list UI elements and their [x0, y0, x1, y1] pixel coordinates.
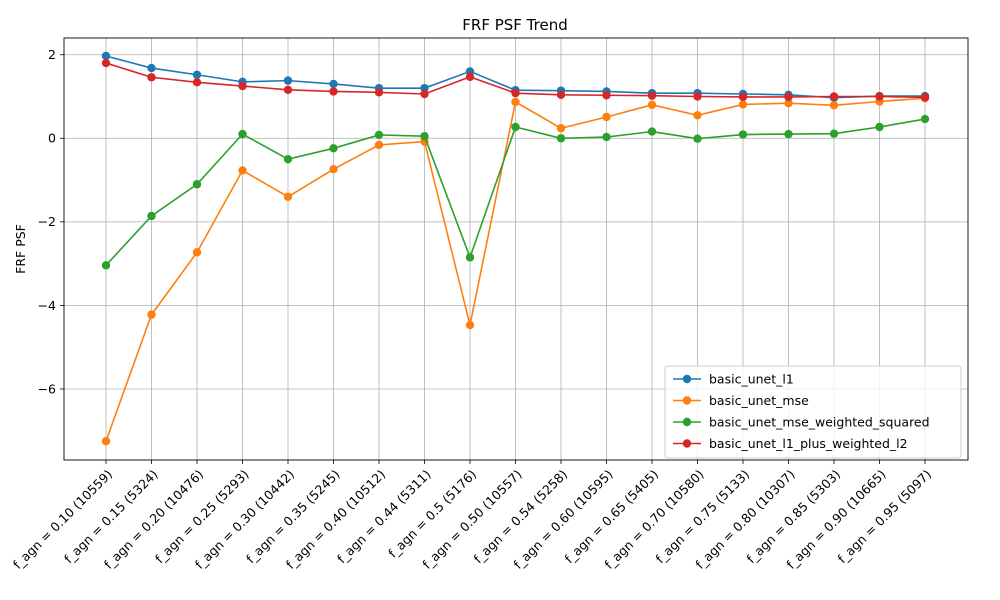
series-basic_unet_mse_weighted_squared	[101, 114, 930, 270]
series-basic_unet_mse	[101, 93, 930, 446]
data-point	[465, 253, 475, 262]
data-point	[511, 97, 520, 107]
y-axis: 2 0 −2 −4 −6	[38, 47, 64, 396]
data-point	[192, 248, 202, 257]
data-point	[329, 144, 338, 153]
data-point	[101, 436, 111, 446]
chart-title: FRF PSF Trend	[462, 16, 567, 34]
series-layer	[101, 51, 930, 446]
legend-label: basic_unet_l1_plus_weighted_l2	[709, 436, 908, 451]
data-point	[875, 92, 884, 101]
data-point	[829, 129, 839, 138]
data-point	[693, 92, 702, 101]
y-tick-label: −4	[38, 298, 56, 313]
legend-swatch-marker	[682, 439, 692, 448]
y-tick-label: −6	[38, 381, 56, 396]
data-point	[784, 129, 793, 139]
data-point	[329, 164, 338, 174]
data-point	[647, 100, 657, 110]
legend-swatch-marker	[682, 417, 692, 427]
data-point	[920, 114, 930, 124]
data-point	[784, 98, 793, 108]
data-point	[511, 88, 520, 98]
legend-label: basic_unet_l1	[709, 371, 794, 386]
y-tick-label: 2	[48, 47, 56, 62]
data-point	[602, 91, 611, 100]
data-point	[283, 85, 293, 95]
legend-label: basic_unet_mse_weighted_squared	[709, 414, 930, 429]
data-point	[602, 132, 611, 142]
data-point	[147, 211, 156, 221]
y-tick-label: −2	[38, 214, 56, 229]
legend-item: basic_unet_l1	[673, 371, 794, 386]
data-point	[420, 89, 429, 99]
legend-swatch-marker	[682, 396, 692, 405]
data-point	[465, 72, 475, 82]
data-point	[647, 127, 657, 136]
data-point	[420, 83, 429, 93]
data-point	[283, 76, 293, 85]
data-point	[101, 58, 111, 68]
data-point	[147, 310, 156, 319]
data-point	[693, 134, 702, 143]
data-point	[738, 100, 748, 109]
data-point	[556, 134, 566, 143]
legend-item: basic_unet_mse	[673, 393, 809, 408]
series-basic_unet_l1_plus_weighted_l2	[101, 58, 930, 102]
data-point	[192, 78, 202, 87]
data-point	[556, 124, 566, 133]
data-point	[829, 92, 839, 101]
data-point	[511, 122, 520, 132]
data-point	[238, 81, 247, 91]
data-point	[420, 131, 429, 141]
data-point	[465, 320, 475, 330]
data-point	[829, 101, 839, 110]
data-point	[738, 92, 748, 102]
data-point	[374, 140, 384, 150]
data-point	[784, 92, 793, 102]
data-point	[283, 192, 293, 201]
data-point	[920, 93, 930, 102]
legend-label: basic_unet_mse	[709, 393, 809, 408]
data-point	[101, 261, 111, 270]
legend: basic_unet_l1 basic_unet_mse basic_unet_ms…	[664, 365, 962, 459]
data-point	[602, 112, 611, 122]
data-point	[101, 51, 111, 61]
y-axis-label: FRF PSF	[13, 224, 28, 274]
data-point	[147, 63, 156, 73]
legend-item: basic_unet_l1_plus_weighted_l2	[673, 436, 908, 451]
data-point	[693, 111, 702, 120]
grid	[64, 38, 968, 460]
data-point	[329, 79, 338, 89]
data-point	[647, 91, 657, 100]
data-point	[192, 70, 202, 79]
data-point	[738, 130, 748, 139]
data-point	[329, 87, 338, 96]
legend-swatch-marker	[682, 374, 692, 384]
data-point	[374, 88, 384, 97]
plot-frame	[63, 37, 969, 461]
data-point	[147, 73, 156, 82]
data-point	[875, 122, 884, 132]
legend-box	[664, 365, 962, 459]
data-point	[283, 154, 293, 164]
y-tick-label: 0	[48, 131, 56, 146]
legend-item: basic_unet_mse_weighted_squared	[673, 414, 930, 429]
data-point	[192, 180, 202, 189]
data-point	[238, 166, 247, 175]
data-point	[556, 90, 566, 100]
data-point	[374, 130, 384, 140]
data-point	[238, 129, 247, 139]
